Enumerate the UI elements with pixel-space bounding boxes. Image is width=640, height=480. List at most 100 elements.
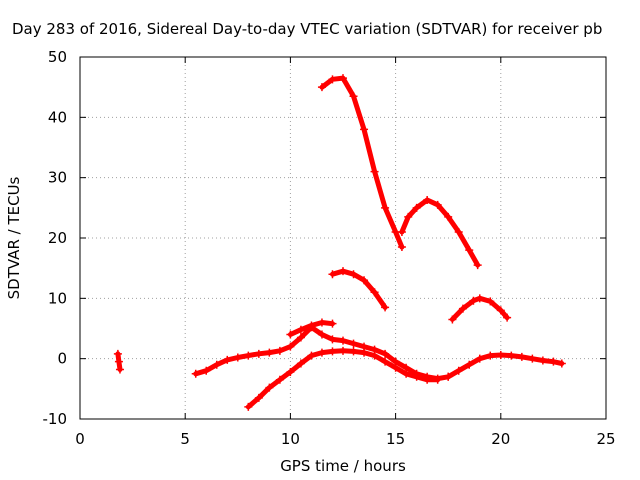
- series-arc-1: [113, 349, 124, 374]
- data-point: [339, 336, 347, 345]
- data-point: [444, 212, 453, 221]
- data-point: [538, 356, 547, 365]
- data-point: [397, 227, 406, 236]
- data-point: [349, 339, 358, 348]
- axis-ticks: 0 5 10 15 20 25 -10 0 10 20 30 40 50: [43, 48, 616, 448]
- data-point: [254, 393, 263, 402]
- data-point: [402, 369, 411, 378]
- data-point: [475, 294, 484, 303]
- data-point: [517, 352, 526, 361]
- data-point: [223, 355, 232, 364]
- data-point: [433, 375, 442, 384]
- data-point: [465, 246, 474, 255]
- data-point: [448, 315, 457, 324]
- data-point: [339, 74, 347, 83]
- data-point: [549, 357, 558, 366]
- y-tick-label: 40: [48, 108, 67, 126]
- data-point: [475, 354, 484, 363]
- data-point: [349, 347, 358, 356]
- series-arc-7: [244, 346, 442, 411]
- data-point: [370, 288, 379, 297]
- data-point: [254, 349, 263, 358]
- data-point: [286, 342, 295, 351]
- data-point: [114, 357, 123, 366]
- data-point: [473, 261, 482, 270]
- y-tick-label: 20: [48, 229, 67, 247]
- data-point: [296, 325, 305, 334]
- series-arc-9: [444, 351, 566, 381]
- data-point: [233, 353, 242, 362]
- series-trace: [399, 197, 481, 268]
- data-point: [444, 372, 453, 381]
- data-point: [244, 351, 253, 360]
- data-point: [469, 296, 478, 305]
- data-point: [423, 195, 432, 204]
- data-point: [486, 297, 495, 306]
- data-point: [349, 92, 358, 101]
- data-point: [433, 200, 442, 209]
- series-trace: [330, 268, 388, 310]
- data-point: [496, 351, 505, 360]
- data-point: [397, 243, 406, 252]
- data-marks: [113, 74, 566, 411]
- series-arc-5: [448, 294, 512, 324]
- y-tick-label: 0: [57, 350, 67, 368]
- data-point: [404, 212, 413, 221]
- data-point: [317, 83, 326, 92]
- data-point: [244, 402, 253, 411]
- data-point: [454, 366, 463, 375]
- data-point: [507, 351, 516, 360]
- data-point: [458, 304, 467, 313]
- series-trace: [245, 348, 441, 410]
- plot-frame: [79, 56, 607, 420]
- data-point: [360, 125, 369, 134]
- series-arc-4: [328, 267, 390, 312]
- data-point: [328, 347, 337, 356]
- data-point: [113, 349, 122, 358]
- data-point: [286, 367, 295, 376]
- data-point: [317, 330, 326, 339]
- data-point: [339, 267, 347, 276]
- data-point: [349, 270, 358, 279]
- data-point: [328, 75, 337, 84]
- data-point: [360, 348, 369, 357]
- data-point: [296, 359, 305, 368]
- data-point: [381, 349, 390, 358]
- x-tick-label: 20: [491, 430, 510, 448]
- data-point: [115, 365, 124, 374]
- data-point: [423, 375, 432, 384]
- data-point: [328, 335, 337, 344]
- data-point: [328, 270, 337, 279]
- data-point: [391, 363, 400, 372]
- y-tick-label: 10: [48, 289, 67, 307]
- data-point: [496, 306, 505, 315]
- x-tick-label: 0: [75, 430, 85, 448]
- data-point: [265, 383, 274, 392]
- data-point: [286, 330, 295, 339]
- data-point: [317, 348, 326, 357]
- series-arc-8: [286, 318, 337, 339]
- data-point: [557, 359, 566, 368]
- x-tick-label: 5: [180, 430, 190, 448]
- data-point: [503, 313, 512, 322]
- x-tick-label: 25: [596, 430, 615, 448]
- data-point: [381, 203, 390, 212]
- data-point: [265, 348, 274, 357]
- data-point: [381, 357, 390, 366]
- data-point: [412, 203, 421, 212]
- data-point: [307, 321, 316, 330]
- series-trace: [319, 75, 405, 250]
- data-point: [212, 360, 221, 369]
- data-point: [317, 318, 326, 327]
- data-point: [412, 372, 421, 381]
- data-point: [275, 375, 284, 384]
- y-tick-label: 30: [48, 169, 67, 187]
- chart-title: Day 283 of 2016, Sidereal Day-to-day VTE…: [12, 20, 602, 38]
- data-point: [307, 351, 316, 360]
- data-point: [360, 276, 369, 285]
- data-point: [528, 354, 537, 363]
- x-axis-label: GPS time / hours: [280, 457, 406, 475]
- series-arc-3: [397, 195, 482, 270]
- data-point: [370, 167, 379, 176]
